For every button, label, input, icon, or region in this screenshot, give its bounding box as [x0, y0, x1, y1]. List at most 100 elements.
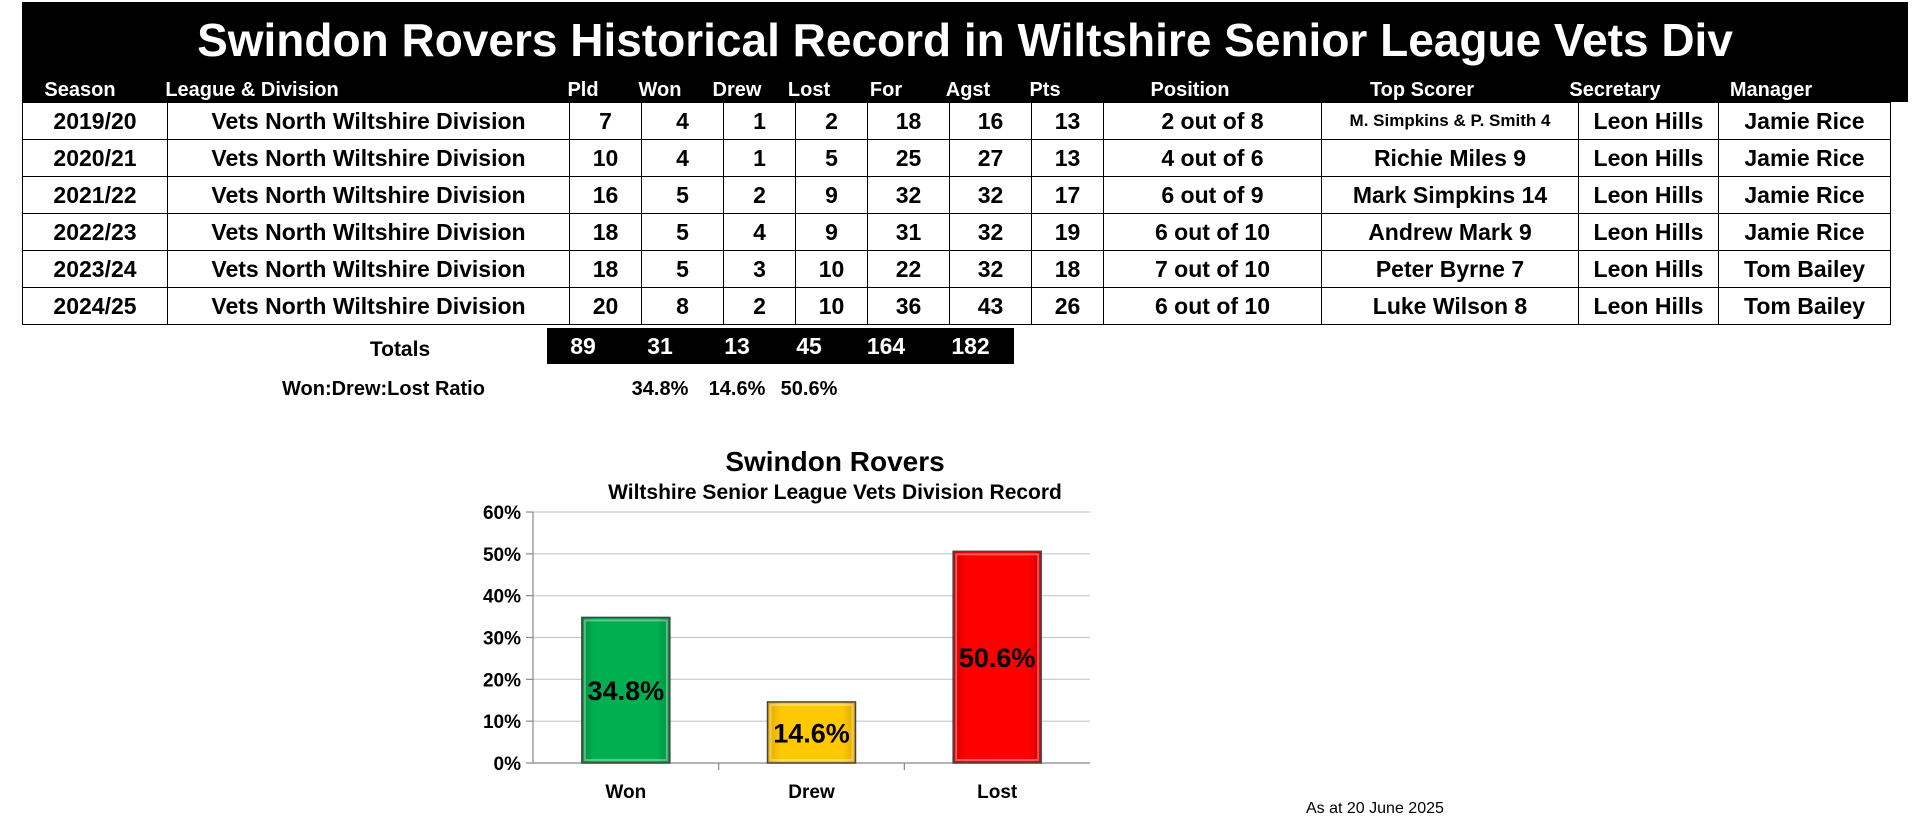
header-manager: Manager — [1729, 79, 1813, 101]
cell-secretary: Leon Hills — [1578, 102, 1719, 140]
cell-lost: 9 — [795, 213, 868, 251]
y-tick-label: 60% — [483, 503, 521, 524]
bar-bevel — [583, 619, 668, 761]
totals-agst: 182 — [951, 333, 990, 359]
bar-won — [581, 616, 671, 764]
cell-secretary: Leon Hills — [1578, 213, 1719, 251]
bar-drew — [766, 701, 857, 764]
header-lost: Lost — [787, 79, 831, 101]
totals-drew: 13 — [724, 333, 750, 359]
title-bar: Swindon Rovers Historical Record in Wilt… — [22, 2, 1908, 102]
season-table: 2019/20 Vets North Wiltshire Division 7 … — [22, 102, 1891, 325]
y-tick-label: 30% — [483, 629, 521, 650]
cell-league: Vets North Wiltshire Division — [167, 176, 570, 214]
cell-season: 2021/22 — [22, 176, 168, 214]
cell-top-scorer: Mark Simpkins 14 — [1321, 176, 1579, 214]
cell-pts: 18 — [1031, 250, 1104, 288]
cell-pts: 26 — [1031, 287, 1104, 325]
cell-pld: 20 — [569, 287, 642, 325]
cell-position: 6 out of 9 — [1103, 176, 1322, 214]
cell-top-scorer: Andrew Mark 9 — [1321, 213, 1579, 251]
cell-pts: 19 — [1031, 213, 1104, 251]
y-tick-label: 0% — [494, 754, 522, 775]
cell-position: 6 out of 10 — [1103, 287, 1322, 325]
cell-league: Vets North Wiltshire Division — [167, 102, 570, 140]
cell-league: Vets North Wiltshire Division — [167, 139, 570, 177]
data-label: 14.6% — [773, 718, 850, 748]
cell-season: 2023/24 — [22, 250, 168, 288]
cell-secretary: Leon Hills — [1578, 139, 1719, 177]
cell-season: 2020/21 — [22, 139, 168, 177]
as-at-date: As at 20 June 2025 — [1306, 800, 1444, 817]
y-tick-label: 10% — [483, 712, 521, 733]
cell-position: 2 out of 8 — [1103, 102, 1322, 140]
cell-position: 7 out of 10 — [1103, 250, 1322, 288]
cell-pld: 18 — [569, 213, 642, 251]
cell-position: 4 out of 6 — [1103, 139, 1322, 177]
header-secretary: Secretary — [1569, 79, 1661, 101]
ratio-won: 34.8% — [631, 378, 689, 400]
cell-secretary: Leon Hills — [1578, 176, 1719, 214]
ratio-lost: 50.6% — [780, 378, 838, 400]
cell-lost: 10 — [795, 287, 868, 325]
totals-label: Totals — [369, 338, 431, 361]
bar-lost — [952, 550, 1042, 764]
y-tick-label: 40% — [483, 587, 521, 608]
y-tick-label: 50% — [483, 545, 521, 566]
cell-pld: 7 — [569, 102, 642, 140]
cell-drew: 1 — [723, 102, 796, 140]
cell-league: Vets North Wiltshire Division — [167, 213, 570, 251]
header-top-scorer: Top Scorer — [1369, 79, 1475, 101]
cell-drew: 2 — [723, 176, 796, 214]
header-for: For — [869, 79, 903, 101]
table-row: 2022/23 Vets North Wiltshire Division 18… — [22, 213, 1891, 251]
totals-box — [547, 328, 1014, 364]
cell-won: 4 — [641, 139, 724, 177]
cell-won: 5 — [641, 250, 724, 288]
cell-lost: 5 — [795, 139, 868, 177]
data-label: 34.8% — [588, 676, 665, 706]
totals-won: 31 — [647, 333, 673, 359]
cell-season: 2022/23 — [22, 213, 168, 251]
cell-won: 5 — [641, 213, 724, 251]
page-title: Swindon Rovers Historical Record in Wilt… — [197, 14, 1733, 66]
table-row: 2021/22 Vets North Wiltshire Division 16… — [22, 176, 1891, 214]
cell-won: 5 — [641, 176, 724, 214]
cell-pts: 13 — [1031, 139, 1104, 177]
header-agst: Agst — [945, 79, 991, 101]
cell-won: 8 — [641, 287, 724, 325]
cell-pld: 18 — [569, 250, 642, 288]
cell-manager: Jamie Rice — [1718, 139, 1891, 177]
cell-manager: Tom Bailey — [1718, 250, 1891, 288]
cell-manager: Jamie Rice — [1718, 176, 1891, 214]
table-row: 2024/25 Vets North Wiltshire Division 20… — [22, 287, 1891, 325]
chart-plot-area: 0% 10% 20% 30% 40% 50% 60% 34.8% Won 14.6% Drew 50.… — [483, 503, 1090, 803]
totals-for: 164 — [866, 333, 906, 359]
cell-season: 2019/20 — [22, 102, 168, 140]
table-row: 2020/21 Vets North Wiltshire Division 10… — [22, 139, 1891, 177]
cell-agst: 32 — [949, 250, 1032, 288]
cell-agst: 43 — [949, 287, 1032, 325]
x-tick-label: Won — [605, 782, 646, 803]
cell-agst: 32 — [949, 213, 1032, 251]
totals-pld: 89 — [570, 333, 596, 359]
totals-lost: 45 — [796, 333, 822, 359]
header-pts: Pts — [1029, 79, 1061, 101]
cell-secretary: Leon Hills — [1578, 250, 1719, 288]
cell-top-scorer: Luke Wilson 8 — [1321, 287, 1579, 325]
cell-secretary: Leon Hills — [1578, 287, 1719, 325]
cell-for: 32 — [867, 176, 950, 214]
ratio-drew: 14.6% — [708, 378, 766, 400]
cell-pts: 17 — [1031, 176, 1104, 214]
table-row: 2023/24 Vets North Wiltshire Division 18… — [22, 250, 1891, 288]
cell-pts: 13 — [1031, 102, 1104, 140]
x-tick-label: Lost — [977, 782, 1018, 803]
header-drew: Drew — [712, 79, 762, 101]
cell-won: 4 — [641, 102, 724, 140]
header-league: League & Division — [165, 79, 339, 101]
data-label: 50.6% — [959, 643, 1036, 673]
cell-for: 18 — [867, 102, 950, 140]
bar-bevel — [955, 553, 1040, 761]
chart-title: Swindon Rovers — [725, 446, 944, 477]
ratio-label: Won:Drew:Lost Ratio — [282, 378, 485, 400]
